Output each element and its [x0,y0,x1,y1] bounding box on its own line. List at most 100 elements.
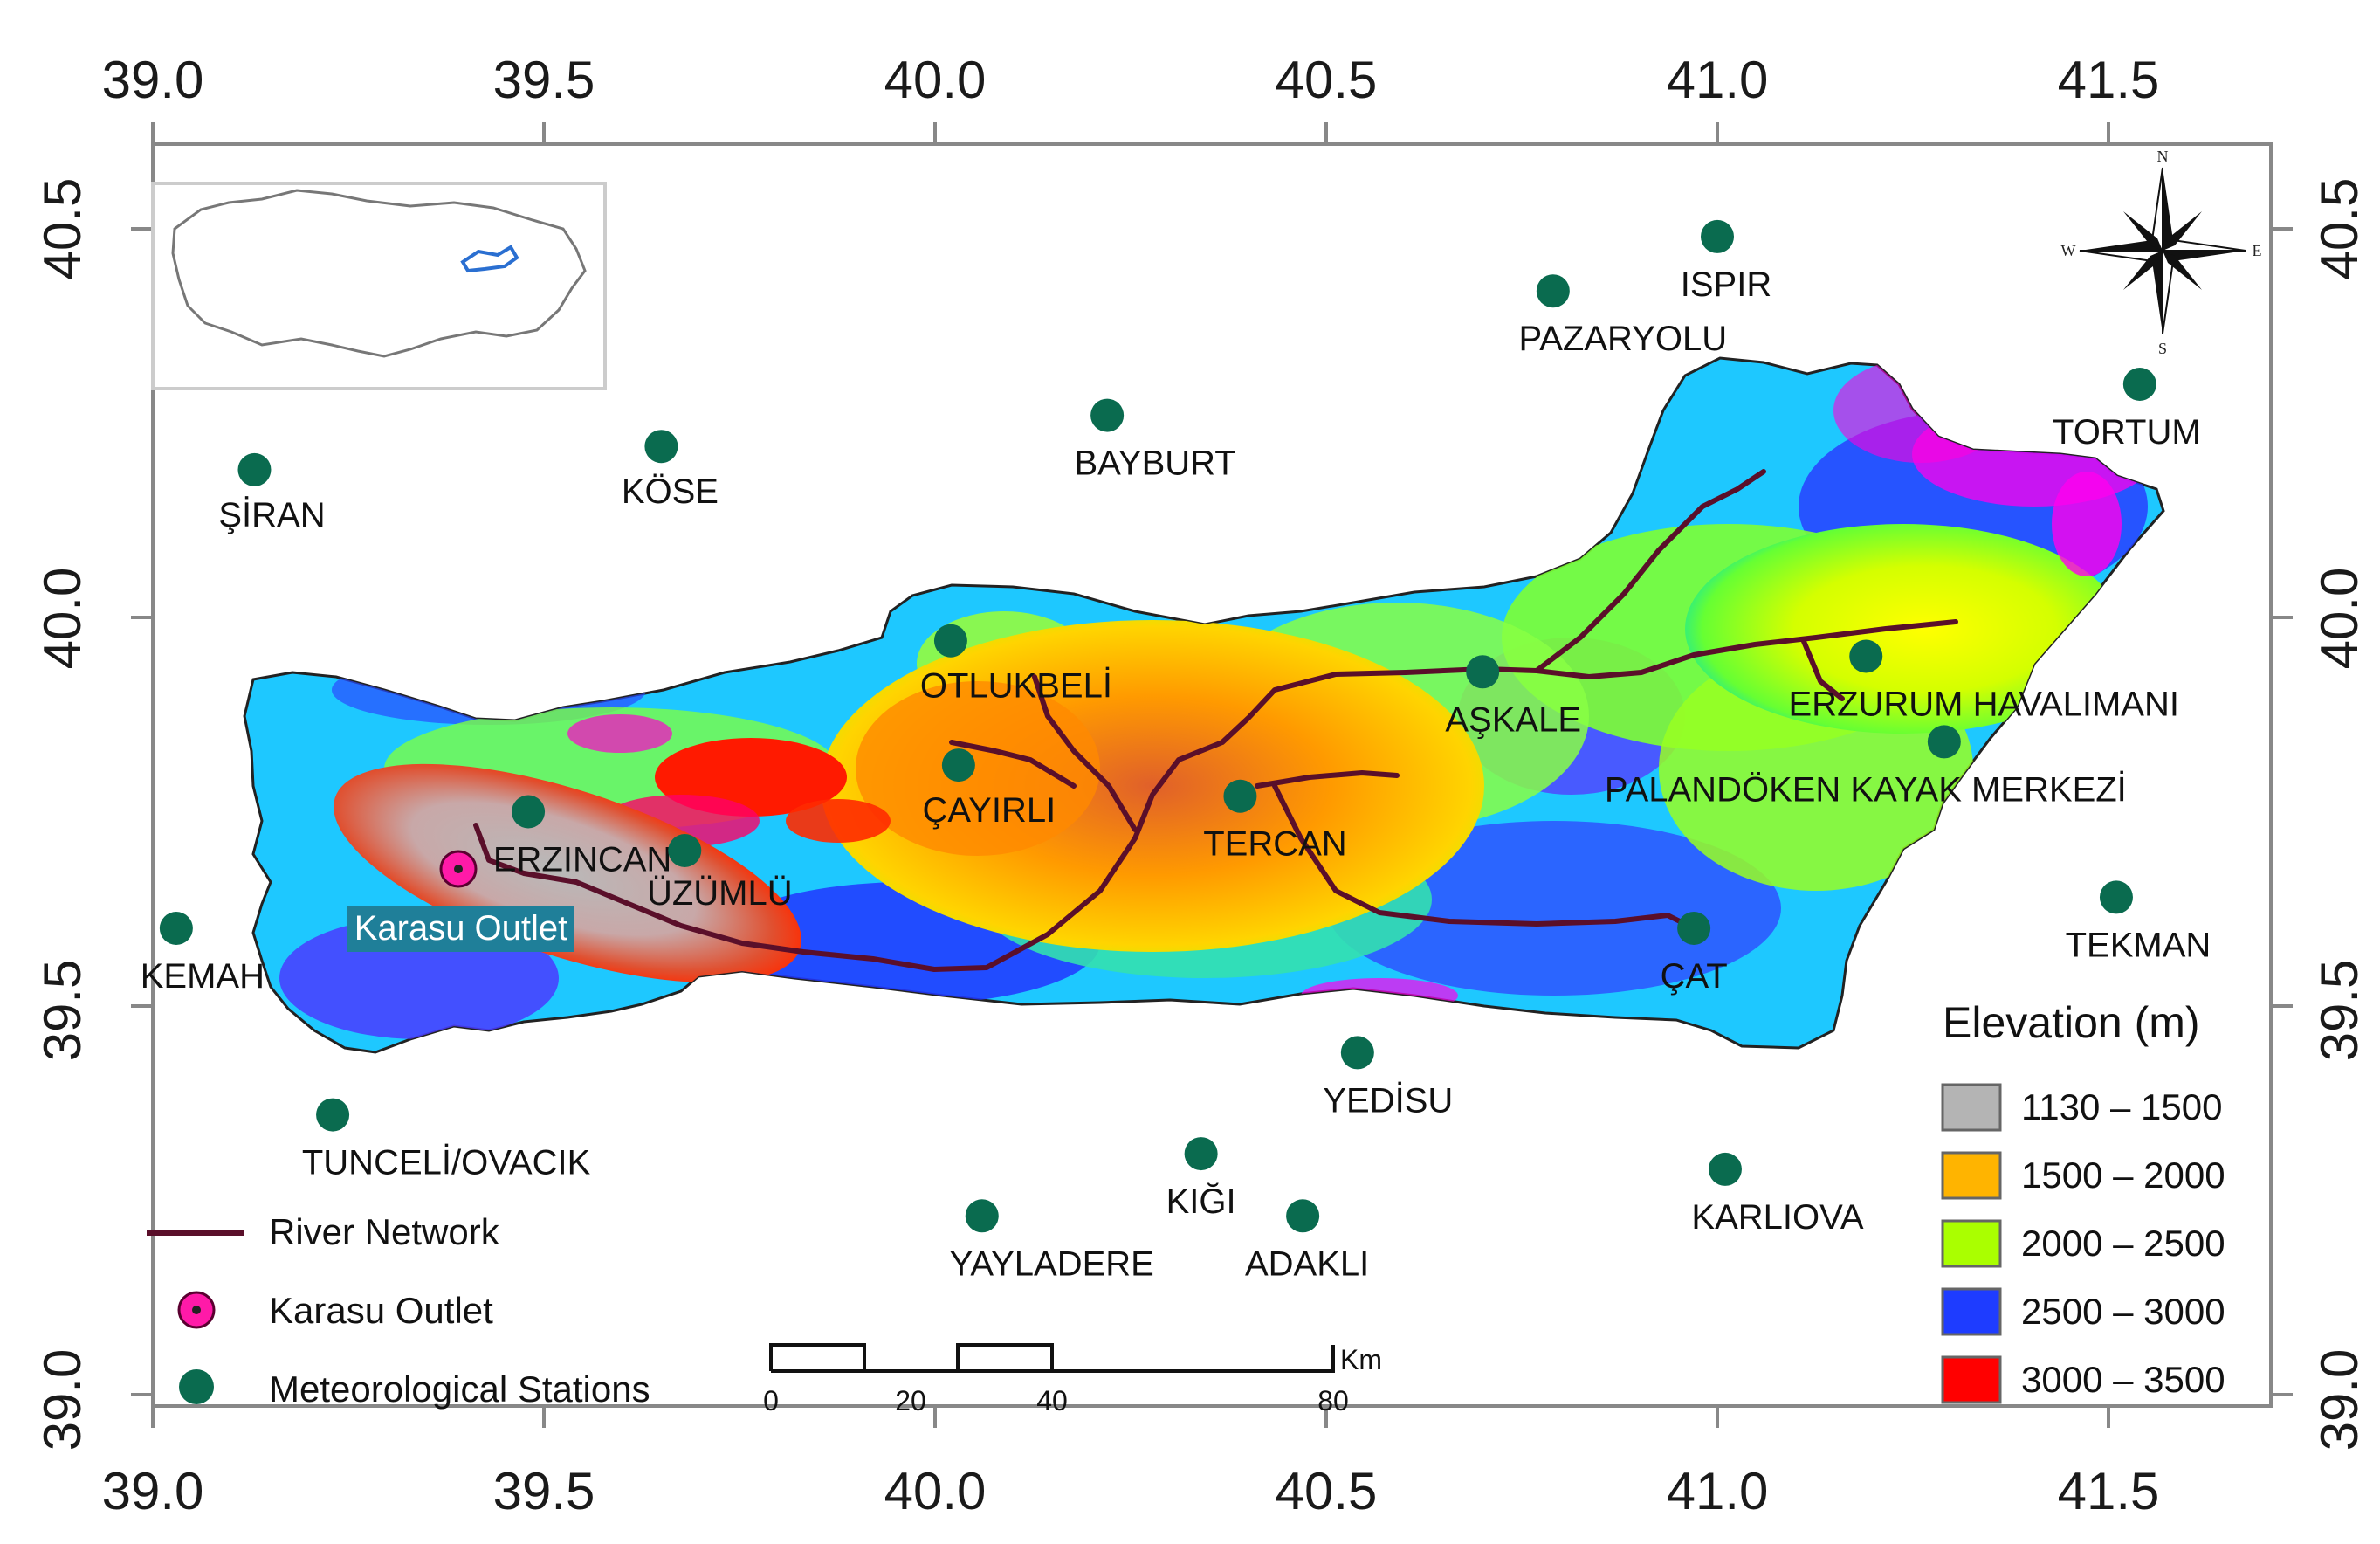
turkey-outline [171,189,587,358]
elevation-legend: Elevation (m) 1130 – 1500 1500 – 2000 2000… [1941,998,2225,1404]
scale-tick-40: 40 [1036,1385,1068,1416]
station-marker [1286,1199,1320,1233]
legend-title: Elevation (m) [1943,998,2200,1047]
bottom-tick-label: 39.0 [102,1462,204,1520]
river-network [473,469,1958,972]
station-label: TEKMAN [2066,926,2211,964]
station-label: ISPIR [1681,265,1771,304]
legend-river-label: River Network [269,1211,500,1252]
station-label: ÇAT [1661,957,1728,996]
symbol-legend: River Network Karasu Outlet Meteorologic… [147,1211,650,1410]
top-tick-label: 40.0 [884,51,987,109]
station-marker [644,430,678,464]
legend-swatch [1941,1151,2002,1200]
station-label: KARLIOVA [1691,1198,1863,1237]
station-marker [512,795,546,829]
scale-bar [769,1343,1335,1373]
bottom-tick-label: 39.5 [493,1462,595,1520]
left-tick-label: 40.0 [33,568,92,670]
station-label: ŞİRAN [218,495,325,534]
legend-outlet-label: Karasu Outlet [269,1290,493,1331]
station-marker [1677,912,1711,945]
compass-e: E [2253,242,2262,259]
station-label: BAYBURT [1075,445,1236,483]
axis-ticks [131,122,2293,1428]
inset-basin-outline [460,245,519,273]
station-marker [237,452,272,486]
legend-class-label: 1500 – 2000 [2021,1155,2225,1196]
top-tick-label: 41.5 [2058,51,2160,109]
karasu-basin-dem [243,356,2165,1054]
top-tick-label: 39.0 [102,51,204,109]
station-label: ERZINCAN [493,841,671,879]
left-tick-label: 39.5 [33,960,92,1062]
top-tick-label: 39.5 [493,51,595,109]
station-marker [316,1098,350,1132]
scale-unit: Km [1340,1344,1382,1375]
left-tick-label: 39.0 [33,1349,92,1451]
station-label: KEMAH [141,957,265,996]
left-tick-label: 40.5 [33,178,92,280]
station-label: AŞKALE [1445,700,1581,739]
station-marker [2099,880,2133,914]
outlet-label-box [347,906,574,952]
station-label: YAYLADERE [950,1244,1154,1283]
legend-swatch [1941,1287,2002,1336]
right-tick-label: 39.5 [2310,960,2369,1062]
station-marker [965,1199,999,1233]
left-axis: 40.5 40.0 39.5 39.0 [33,178,92,1451]
station-marker [1184,1137,1218,1171]
station-marker [1927,725,1961,759]
station-marker [1708,1152,1742,1186]
top-axis: 39.0 39.5 40.0 40.5 41.0 41.5 [102,51,2160,109]
legend-swatch [1941,1355,2002,1404]
station-label: ÇAYIRLI [923,791,1056,830]
station-label: YEDİSU [1323,1080,1453,1120]
station-marker [668,834,702,867]
station-label: TUNCELİ/OVACIK [302,1143,591,1182]
right-tick-label: 40.0 [2310,568,2369,670]
legend-swatch [1941,1219,2002,1268]
bottom-tick-label: 41.5 [2058,1462,2160,1520]
station-label: TERCAN [1203,825,1346,864]
station-label: PAZARYOLU [1519,320,1728,358]
station-label: ÜZÜMLÜ [647,874,793,913]
station-label: PALANDÖKEN KAYAK MERKEZİ [1605,769,2127,809]
inset-turkey-map [151,182,607,390]
compass-n: N [2157,148,2169,165]
stations-layer: ŞİRAN KÖSE BAYBURT PAZARYOLU ISPIR TORTUM OTLU… [141,219,2211,1283]
legend-class-label: 2000 – 2500 [2021,1223,2225,1264]
bottom-tick-label: 41.0 [1667,1462,1769,1520]
station-marker [2122,368,2156,401]
station-marker [1849,639,1883,673]
scale-tick-0: 0 [763,1385,779,1416]
right-tick-label: 40.5 [2310,178,2369,280]
outlet-label: Karasu Outlet [354,909,568,948]
station-label: ERZURUM HAVALIMANI [1789,686,2179,724]
station-label: KÖSE [622,472,719,511]
right-axis: 40.5 40.0 39.5 39.0 [2310,178,2369,1451]
north-arrow: N S E W [2061,148,2262,357]
station-label: TORTUM [2053,413,2201,451]
legend-station-label: Meteorological Stations [269,1368,650,1410]
legend-swatch [1941,1083,2002,1132]
compass-s: S [2158,340,2167,357]
top-tick-label: 40.5 [1276,51,1378,109]
bottom-axis: 39.0 39.5 40.0 40.5 41.0 41.5 [102,1462,2160,1520]
station-label: KIĞI [1166,1182,1236,1221]
station-marker [159,912,193,945]
station-label: OTLUKBELİ [920,666,1112,706]
scale-tick-20: 20 [895,1385,926,1416]
legend-class-label: 2500 – 3000 [2021,1291,2225,1332]
station-marker [1536,274,1570,308]
bottom-tick-label: 40.0 [884,1462,987,1520]
station-marker [1223,779,1257,813]
top-tick-label: 41.0 [1667,51,1769,109]
legend-class-label: 3000 – 3500 [2021,1359,2225,1400]
legend-class-label: 1130 – 1500 [2021,1086,2222,1127]
karasu-outlet-marker [439,850,478,888]
station-marker [1701,219,1734,253]
station-marker [1090,398,1125,432]
station-label: ADAKLI [1245,1244,1369,1283]
